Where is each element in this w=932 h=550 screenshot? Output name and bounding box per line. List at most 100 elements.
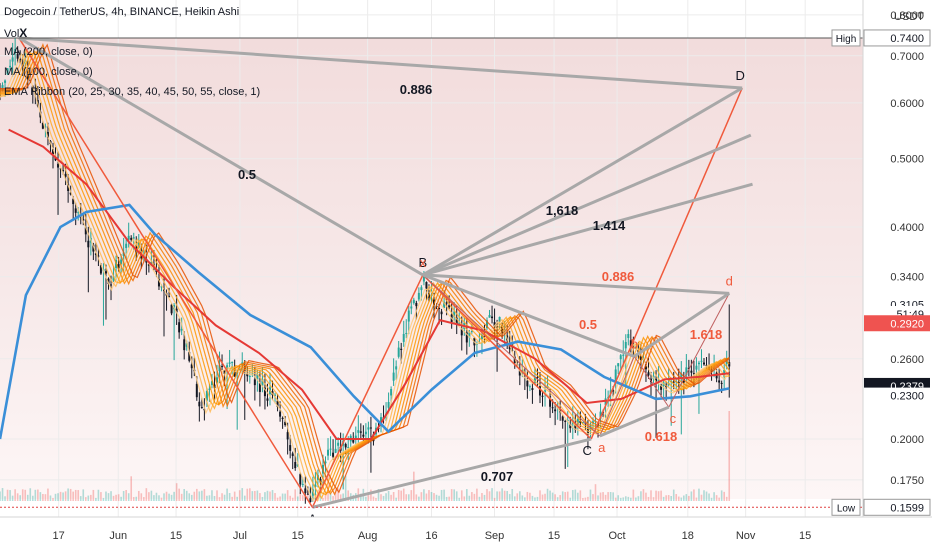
harmonic-pattern bbox=[18, 36, 753, 509]
harmonic-ratio-line-xd bbox=[18, 36, 743, 90]
candle-body bbox=[576, 418, 579, 425]
candle-body bbox=[246, 373, 249, 377]
volume-bar bbox=[102, 497, 105, 501]
volume-bar bbox=[690, 491, 693, 501]
candle-body bbox=[117, 264, 120, 269]
volume-bar bbox=[327, 470, 329, 501]
candle-body bbox=[69, 192, 72, 195]
candle-body bbox=[258, 382, 261, 392]
volume-bar bbox=[463, 496, 466, 501]
candle-body bbox=[216, 377, 219, 383]
volume-bar bbox=[377, 489, 380, 501]
volume-bar bbox=[476, 488, 478, 501]
volume-bar bbox=[561, 491, 564, 501]
close-icon[interactable]: X bbox=[19, 26, 28, 40]
volume-bar bbox=[132, 497, 135, 501]
candle-body bbox=[84, 227, 87, 235]
volume-bar bbox=[188, 493, 191, 501]
candle-body bbox=[614, 369, 617, 380]
candle-body bbox=[591, 421, 594, 424]
candle-body bbox=[455, 317, 458, 324]
candle-body bbox=[221, 366, 224, 368]
volume-bar bbox=[498, 491, 501, 501]
price-badge-value: 0.1599 bbox=[890, 502, 924, 514]
ema-ribbon-line bbox=[0, 46, 730, 495]
volume-bar bbox=[251, 491, 254, 501]
volume-bar bbox=[450, 489, 453, 501]
abcd-pattern bbox=[422, 273, 731, 438]
ma100-legend[interactable]: MA (100, close, 0) bbox=[4, 66, 93, 78]
candle-body bbox=[14, 49, 17, 54]
candle-body bbox=[16, 53, 19, 59]
volume-bar bbox=[493, 497, 496, 501]
candle-body bbox=[327, 449, 330, 456]
volume-bar bbox=[218, 497, 221, 501]
volume-bar bbox=[453, 489, 455, 501]
volume-bar bbox=[481, 493, 483, 501]
candle-body bbox=[180, 328, 183, 331]
volume-bar bbox=[62, 492, 64, 501]
candle-body bbox=[347, 446, 350, 448]
volume-bar bbox=[67, 488, 69, 501]
candle-body bbox=[619, 355, 622, 360]
volume-bar bbox=[342, 493, 344, 501]
volume-bar bbox=[82, 489, 85, 501]
harmonic-leg-xa bbox=[18, 37, 314, 508]
candle-body bbox=[4, 80, 7, 83]
candle-body bbox=[306, 493, 309, 495]
volume-bar bbox=[163, 493, 165, 501]
volume-bar bbox=[296, 496, 299, 501]
candle-body bbox=[622, 354, 625, 356]
volume-bar bbox=[582, 497, 584, 501]
candle-body bbox=[458, 322, 461, 324]
candle-body bbox=[697, 362, 700, 365]
volume-bar bbox=[274, 493, 276, 501]
abcd-point-label-x: x bbox=[420, 255, 427, 270]
harmonic-point-label-B: B bbox=[419, 255, 428, 270]
volume-bar bbox=[148, 492, 150, 501]
harmonic-ratio-line-ac bbox=[312, 437, 592, 509]
candle-body bbox=[178, 322, 181, 333]
candle-body bbox=[168, 295, 171, 297]
ma200-legend[interactable]: MA (200, close, 0) bbox=[4, 46, 93, 58]
volume-bar bbox=[652, 497, 655, 501]
volume-bar bbox=[677, 496, 680, 501]
abcd-leg-bc bbox=[633, 356, 670, 408]
volume-bar bbox=[339, 494, 342, 501]
volume-bar bbox=[208, 495, 211, 501]
volume-bar bbox=[334, 488, 337, 501]
candle-body bbox=[92, 244, 95, 252]
ema-ribbon-label: EMA Ribbon (20, 25, 30, 35, 40, 45, 50, … bbox=[4, 86, 261, 98]
volume-bar bbox=[443, 489, 445, 501]
candle-body bbox=[692, 373, 695, 375]
volume-legend[interactable]: VolX bbox=[4, 26, 27, 40]
candle-body bbox=[657, 379, 660, 381]
candle-body bbox=[228, 362, 231, 364]
volume-bar bbox=[140, 493, 143, 501]
candle-body bbox=[599, 411, 602, 419]
candle-body bbox=[304, 488, 307, 494]
candle-body bbox=[574, 424, 577, 430]
candle-body bbox=[531, 388, 534, 390]
volume-bar bbox=[698, 488, 700, 501]
volume-bar bbox=[307, 489, 309, 501]
volume-bar bbox=[410, 490, 413, 501]
price-badge bbox=[864, 387, 930, 404]
candle-body bbox=[233, 369, 236, 377]
candle-body bbox=[261, 379, 264, 386]
candle-body bbox=[703, 362, 706, 365]
volume-bar bbox=[539, 490, 541, 501]
harmonic-leg-cd bbox=[590, 87, 743, 440]
candle-body bbox=[203, 409, 206, 411]
volume-bar bbox=[231, 496, 233, 501]
harmonic-ratio-line-bd bbox=[422, 86, 743, 277]
candle-body bbox=[97, 255, 100, 257]
ema-ribbon-legend[interactable]: EMA Ribbon (20, 25, 30, 35, 40, 45, 50, … bbox=[4, 86, 260, 98]
candle-body bbox=[157, 279, 160, 287]
time-axis-tick-label: Oct bbox=[608, 530, 625, 542]
volume-bar bbox=[680, 497, 683, 501]
volume-bar bbox=[448, 496, 450, 501]
candle-body bbox=[74, 208, 77, 213]
